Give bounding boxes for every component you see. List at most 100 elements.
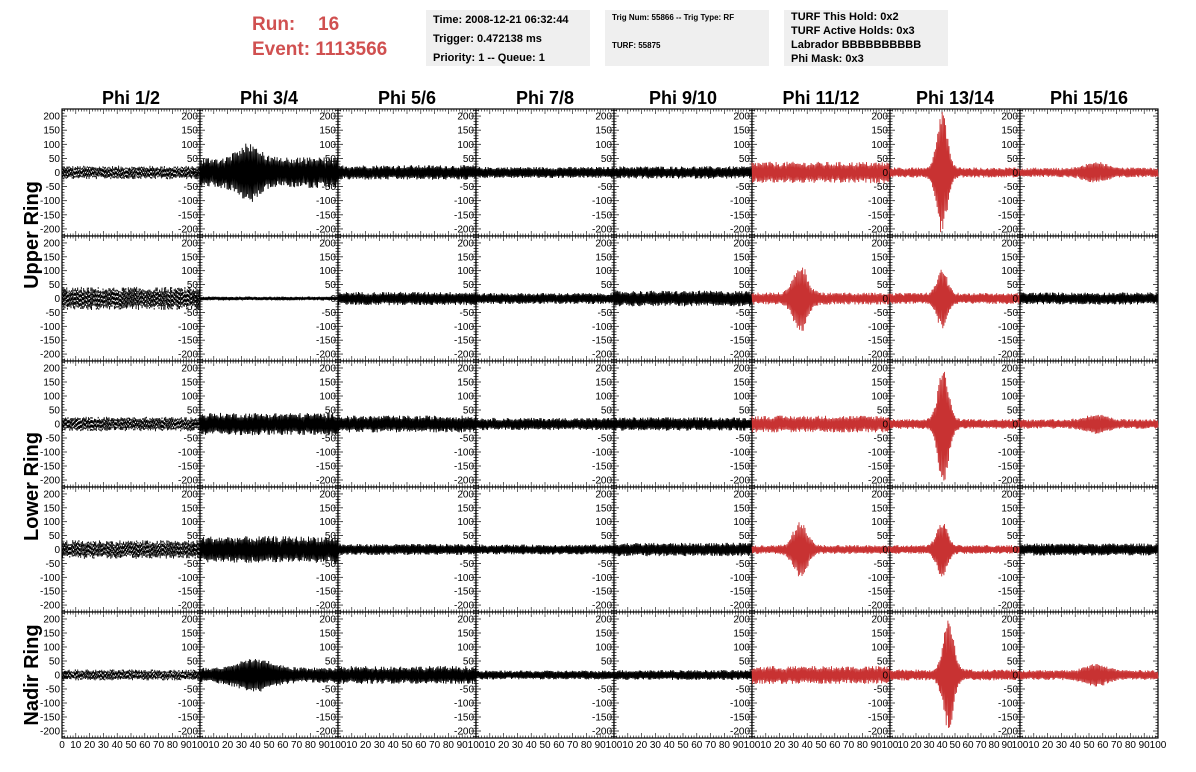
y-tick-label: 0 [882, 168, 888, 179]
y-tick-label: -200 [40, 350, 60, 361]
y-tick-label: 0 [744, 420, 750, 431]
y-tick-label: 50 [463, 280, 475, 291]
y-tick-label: -150 [316, 210, 336, 221]
turf-text: TURF: 55875 [612, 41, 661, 50]
waveform-trace [199, 296, 339, 302]
waveform-trace [751, 415, 891, 433]
turf-info-box: TURF This Hold: 0x2 TURF Active Holds: 0… [784, 10, 948, 66]
y-tick-label: -100 [868, 322, 888, 333]
y-tick-label: 50 [601, 154, 613, 165]
y-tick-label: 200 [1001, 238, 1018, 249]
y-tick-label: 0 [54, 294, 60, 305]
y-tick-label: -100 [998, 196, 1018, 207]
y-tick-label: -150 [998, 210, 1018, 221]
y-tick-label: 200 [181, 364, 198, 375]
y-tick-label: 50 [601, 280, 613, 291]
panel-r2-c4: -200 -150 -100 -50 0 50 100 150 200 [454, 235, 615, 362]
y-tick-label: -150 [730, 336, 750, 347]
waveform-trace [889, 371, 1021, 481]
panel-r3-c1: -200 -150 -100 -50 0 50 100 150 200 [40, 360, 201, 488]
panel-r2-c8: -200 -150 -100 -50 0 50 100 150 200 [998, 235, 1159, 362]
y-tick-label: 0 [192, 420, 198, 431]
y-tick-label: 50 [739, 406, 751, 417]
y-tick-label: -150 [592, 210, 612, 221]
y-tick-label: 100 [733, 392, 750, 403]
waveform-trace [337, 291, 477, 306]
y-tick-label: -150 [178, 462, 198, 473]
time-text: Time: 2008-12-21 06:32:44 [433, 14, 569, 26]
y-tick-label: 150 [595, 252, 612, 263]
panel-r2-c6: -200 -150 -100 -50 0 50 100 150 200 [730, 235, 891, 362]
y-tick-label: -150 [454, 336, 474, 347]
y-tick-label: 0 [468, 294, 474, 305]
column-title-1: Phi 1/2 [102, 88, 160, 108]
run-value: 16 [318, 14, 340, 35]
panel-r1-c6: -200 -150 -100 -50 0 50 100 150 200 [730, 108, 891, 237]
y-tick-label: -100 [454, 196, 474, 207]
y-tick-label: -150 [316, 336, 336, 347]
waveform-trace [751, 161, 891, 184]
y-tick-label: 100 [457, 266, 474, 277]
y-tick-label: 50 [877, 154, 889, 165]
y-tick-label: 50 [49, 406, 61, 417]
y-tick-label: 200 [871, 364, 888, 375]
y-tick-label: -200 [454, 350, 474, 361]
y-tick-label: -100 [730, 196, 750, 207]
y-tick-label: 150 [595, 378, 612, 389]
y-tick-label: 150 [43, 126, 60, 137]
turf-hold-text: TURF This Hold: 0x2 [791, 11, 899, 23]
y-tick-label: 50 [49, 154, 61, 165]
y-tick-label: -150 [316, 462, 336, 473]
y-tick-label: 50 [739, 280, 751, 291]
waveform-trace [1019, 292, 1159, 305]
y-tick-label: -100 [998, 322, 1018, 333]
y-tick-label: -200 [178, 476, 198, 487]
y-tick-label: -50 [184, 434, 199, 445]
event-value: 1113566 [315, 39, 388, 60]
y-tick-label: 200 [319, 112, 336, 123]
y-tick-label: -50 [874, 434, 889, 445]
y-tick-label: 0 [744, 168, 750, 179]
waveform-trace [199, 143, 339, 202]
trigger-text: Trigger: 0.472138 ms [433, 33, 542, 45]
y-tick-label: 200 [43, 364, 60, 375]
y-tick-label: 150 [595, 126, 612, 137]
waveform-trace [475, 417, 615, 431]
panel-r3-c6: -200 -150 -100 -50 0 50 100 150 200 [730, 360, 891, 488]
panel-r1-c2: -200 -150 -100 -50 0 50 100 150 200 [178, 108, 339, 237]
y-tick-label: -100 [998, 448, 1018, 459]
y-tick-label: 50 [463, 406, 475, 417]
y-tick-label: -100 [730, 448, 750, 459]
y-tick-label: 150 [733, 252, 750, 263]
y-tick-label: -200 [592, 476, 612, 487]
y-tick-label: 200 [457, 112, 474, 123]
run-label: Run: [252, 14, 296, 35]
y-tick-label: 200 [181, 112, 198, 123]
y-tick-label: -100 [40, 322, 60, 333]
y-tick-label: 150 [319, 378, 336, 389]
y-tick-label: -150 [40, 210, 60, 221]
y-tick-label: 50 [1007, 154, 1019, 165]
panel-r3-c8: -200 -150 -100 -50 0 50 100 150 200 [998, 360, 1159, 488]
y-tick-label: 200 [871, 238, 888, 249]
y-tick-label: 150 [457, 252, 474, 263]
column-title-3: Phi 5/6 [378, 88, 436, 108]
waveform-trace [337, 165, 477, 180]
y-tick-label: 150 [733, 378, 750, 389]
y-tick-label: 200 [871, 112, 888, 123]
labrador-text: Labrador BBBBBBBBBB [791, 39, 922, 51]
y-tick-label: 50 [325, 154, 337, 165]
y-tick-label: 0 [1012, 294, 1018, 305]
y-tick-label: -200 [316, 224, 336, 235]
y-tick-label: -100 [868, 196, 888, 207]
panel-r1-c4: -200 -150 -100 -50 0 50 100 150 200 [454, 108, 615, 237]
panel-r2-c2: -200 -150 -100 -50 0 50 100 150 200 [178, 235, 339, 362]
y-tick-label: 150 [871, 378, 888, 389]
y-tick-label: 150 [457, 126, 474, 137]
y-tick-label: 0 [606, 168, 612, 179]
y-tick-label: 50 [187, 280, 199, 291]
panel-r3-c2: -200 -150 -100 -50 0 50 100 150 200 [178, 360, 339, 488]
y-tick-label: -100 [178, 322, 198, 333]
y-tick-label: 100 [181, 140, 198, 151]
